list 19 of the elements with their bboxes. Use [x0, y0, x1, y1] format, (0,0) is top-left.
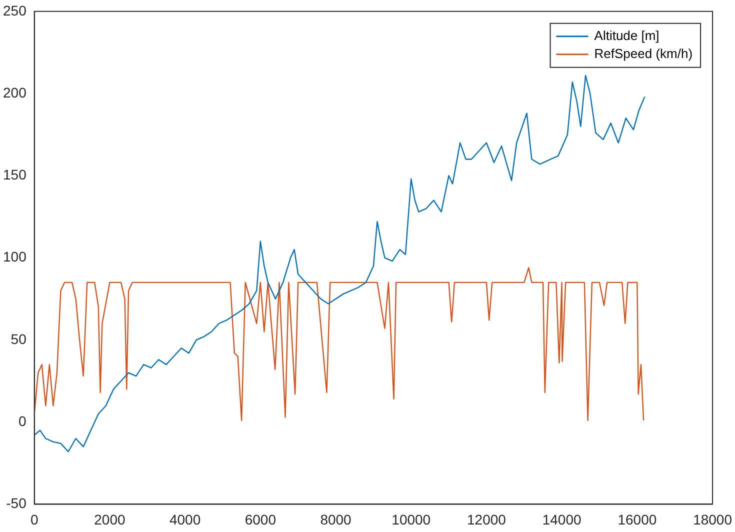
y-tick-label: 200 — [3, 84, 27, 100]
x-tick-label: 6000 — [244, 511, 276, 528]
x-tick-label: 0 — [30, 511, 38, 528]
y-tick-label: 150 — [3, 166, 27, 183]
legend-label: RefSpeed (km/h) — [594, 46, 693, 61]
legend-label: Altitude [m] — [594, 28, 660, 43]
x-tick-label: 2000 — [94, 511, 126, 528]
x-tick-label: 12000 — [467, 511, 506, 528]
y-tick-label: -50 — [6, 495, 27, 512]
x-tick-label: 4000 — [169, 511, 201, 528]
x-tick-label: 18000 — [693, 511, 732, 528]
y-tick-label: 100 — [3, 248, 27, 265]
x-tick-label: 8000 — [320, 511, 352, 528]
x-tick-label: 10000 — [392, 511, 431, 528]
x-tick-label: 14000 — [542, 511, 582, 528]
y-tick-label: 0 — [18, 412, 27, 429]
y-tick-label: 250 — [3, 2, 27, 18]
y-tick-label: 50 — [10, 330, 27, 347]
x-tick-label: 16000 — [618, 511, 657, 528]
